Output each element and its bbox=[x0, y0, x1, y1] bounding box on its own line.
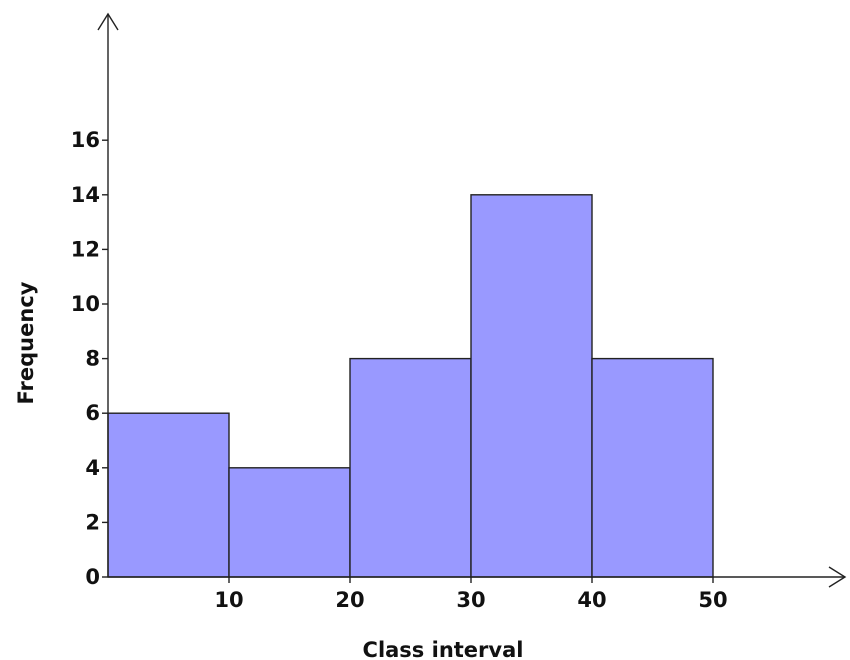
histogram-bar-2 bbox=[228, 467, 351, 578]
ticks-layer: 0 2 4 6 8 10 12 14 16 10 20 30 40 50 bbox=[71, 128, 728, 612]
x-tick-label: 10 bbox=[214, 588, 243, 612]
histogram-bar-5 bbox=[591, 357, 714, 578]
histogram-bar-4 bbox=[470, 194, 593, 578]
x-tick-label: 30 bbox=[456, 588, 485, 612]
x-axis-title: Class interval bbox=[363, 638, 524, 660]
axes-layer bbox=[97, 12, 847, 588]
y-axis-arrow-icon bbox=[97, 12, 119, 31]
y-tick-label: 6 bbox=[85, 401, 100, 425]
x-axis-arrow-icon bbox=[828, 566, 847, 588]
y-tick-label: 10 bbox=[71, 292, 100, 316]
bars-layer bbox=[107, 194, 714, 578]
y-tick-label: 8 bbox=[85, 347, 100, 371]
y-tick-label: 2 bbox=[85, 510, 100, 534]
histogram-bar-3 bbox=[349, 357, 472, 578]
histogram-bar-1 bbox=[107, 412, 230, 578]
y-tick-label: 16 bbox=[71, 128, 100, 152]
y-tick-label: 14 bbox=[71, 183, 100, 207]
x-tick-label: 40 bbox=[577, 588, 606, 612]
x-tick-label: 20 bbox=[335, 588, 364, 612]
y-axis-title: Frequency bbox=[14, 281, 38, 404]
y-tick-label: 12 bbox=[71, 237, 100, 261]
y-tick-label: 4 bbox=[85, 456, 100, 480]
y-tick-label: 0 bbox=[85, 565, 100, 589]
x-tick-label: 50 bbox=[698, 588, 727, 612]
